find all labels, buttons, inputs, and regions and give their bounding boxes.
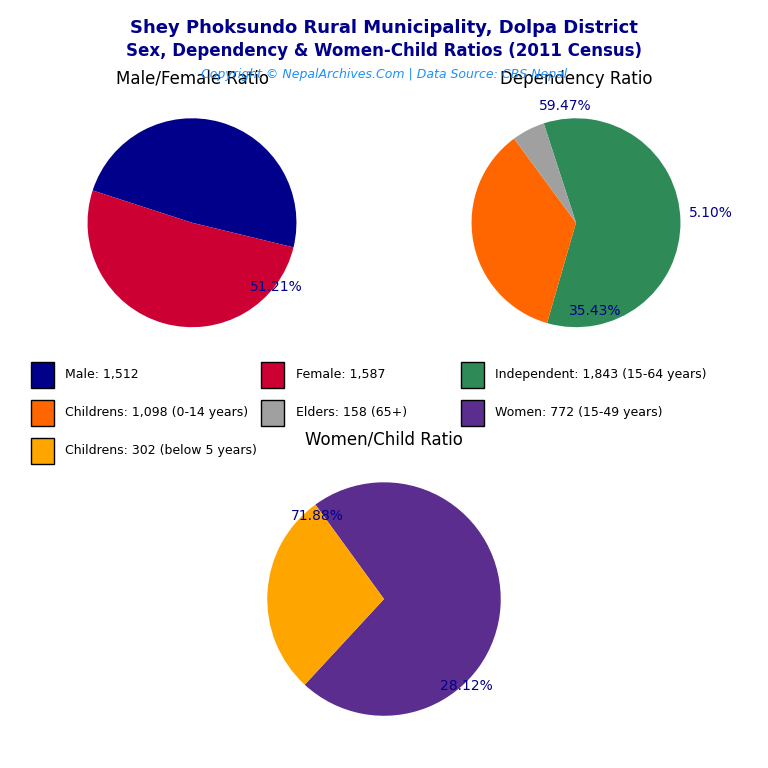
Text: Shey Phoksundo Rural Municipality, Dolpa District: Shey Phoksundo Rural Municipality, Dolpa… bbox=[130, 19, 638, 37]
Text: Elders: 158 (65+): Elders: 158 (65+) bbox=[296, 406, 407, 419]
Text: 59.47%: 59.47% bbox=[539, 99, 592, 113]
FancyBboxPatch shape bbox=[31, 362, 54, 388]
Title: Male/Female Ratio: Male/Female Ratio bbox=[115, 70, 269, 88]
Wedge shape bbox=[544, 118, 680, 327]
Text: 71.88%: 71.88% bbox=[290, 508, 343, 523]
Text: Male: 1,512: Male: 1,512 bbox=[65, 368, 139, 381]
FancyBboxPatch shape bbox=[31, 438, 54, 464]
Text: Copyright © NepalArchives.Com | Data Source: CBS Nepal: Copyright © NepalArchives.Com | Data Sou… bbox=[201, 68, 567, 81]
FancyBboxPatch shape bbox=[461, 362, 484, 388]
Text: 51.21%: 51.21% bbox=[250, 280, 302, 293]
Wedge shape bbox=[93, 118, 296, 247]
Text: Sex, Dependency & Women-Child Ratios (2011 Census): Sex, Dependency & Women-Child Ratios (20… bbox=[126, 42, 642, 60]
Title: Dependency Ratio: Dependency Ratio bbox=[500, 70, 652, 88]
Text: Women: 772 (15-49 years): Women: 772 (15-49 years) bbox=[495, 406, 663, 419]
Text: Female: 1,587: Female: 1,587 bbox=[296, 368, 386, 381]
Text: Independent: 1,843 (15-64 years): Independent: 1,843 (15-64 years) bbox=[495, 368, 707, 381]
Wedge shape bbox=[88, 190, 293, 327]
Wedge shape bbox=[514, 124, 576, 223]
Wedge shape bbox=[305, 482, 501, 716]
Title: Women/Child Ratio: Women/Child Ratio bbox=[305, 431, 463, 449]
Text: Childrens: 1,098 (0-14 years): Childrens: 1,098 (0-14 years) bbox=[65, 406, 248, 419]
Text: 28.12%: 28.12% bbox=[440, 679, 493, 693]
Text: 48.79%: 48.79% bbox=[106, 157, 159, 171]
Text: 5.10%: 5.10% bbox=[689, 207, 733, 220]
Wedge shape bbox=[472, 138, 576, 323]
Text: 35.43%: 35.43% bbox=[568, 303, 621, 318]
Text: Childrens: 302 (below 5 years): Childrens: 302 (below 5 years) bbox=[65, 445, 257, 458]
FancyBboxPatch shape bbox=[261, 399, 284, 426]
FancyBboxPatch shape bbox=[461, 399, 484, 426]
FancyBboxPatch shape bbox=[261, 362, 284, 388]
Wedge shape bbox=[267, 505, 384, 685]
FancyBboxPatch shape bbox=[31, 399, 54, 426]
